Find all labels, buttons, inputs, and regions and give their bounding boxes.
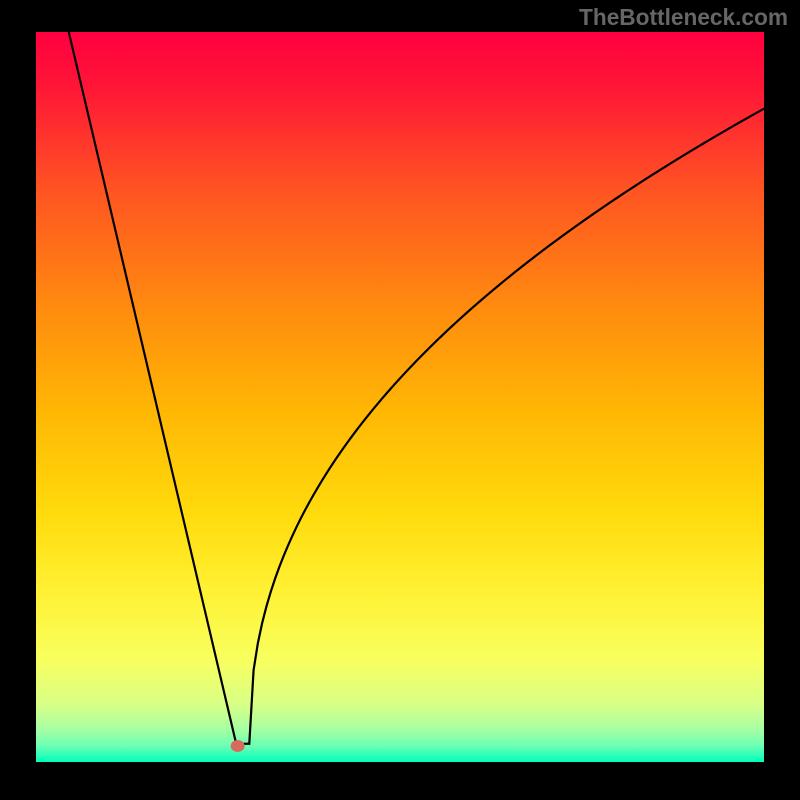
gradient-background	[36, 32, 764, 762]
minimum-marker	[231, 740, 245, 752]
watermark-text: TheBottleneck.com	[579, 4, 788, 31]
plot-area	[36, 32, 764, 762]
chart-container: TheBottleneck.com	[0, 0, 800, 800]
chart-svg	[36, 32, 764, 762]
